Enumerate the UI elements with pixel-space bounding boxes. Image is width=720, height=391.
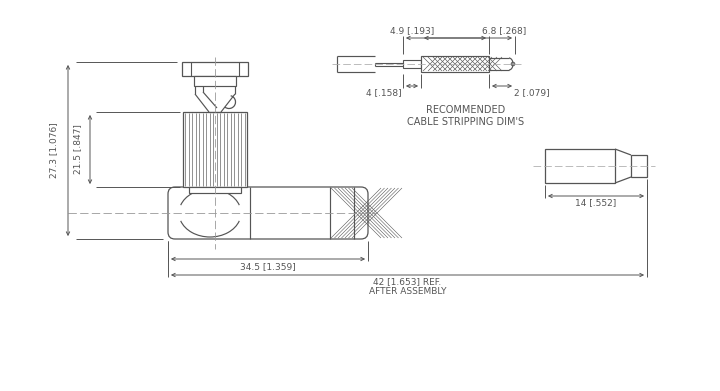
Text: CABLE STRIPPING DIM'S: CABLE STRIPPING DIM'S <box>408 117 525 127</box>
Bar <box>631 155 647 177</box>
Text: 6.8 [.268]: 6.8 [.268] <box>482 27 526 36</box>
Bar <box>403 60 421 68</box>
Text: 14 [.552]: 14 [.552] <box>575 199 616 208</box>
Text: 34.5 [1.359]: 34.5 [1.359] <box>240 262 296 271</box>
Text: 27.3 [1.076]: 27.3 [1.076] <box>50 123 58 178</box>
Text: AFTER ASSEMBLY: AFTER ASSEMBLY <box>369 287 446 296</box>
Bar <box>421 56 489 72</box>
Text: 4.9 [.193]: 4.9 [.193] <box>390 27 434 36</box>
Bar <box>189 187 241 193</box>
Bar <box>545 149 615 183</box>
Text: RECOMMENDED: RECOMMENDED <box>426 105 505 115</box>
Bar <box>183 112 247 187</box>
FancyBboxPatch shape <box>168 187 368 239</box>
Text: 42 [1.653] REF.: 42 [1.653] REF. <box>374 278 441 287</box>
Bar <box>182 62 248 76</box>
Text: 4 [.158]: 4 [.158] <box>366 88 402 97</box>
Text: 2 [.079]: 2 [.079] <box>514 88 549 97</box>
Bar <box>194 76 236 86</box>
Text: 21.5 [.847]: 21.5 [.847] <box>73 125 83 174</box>
